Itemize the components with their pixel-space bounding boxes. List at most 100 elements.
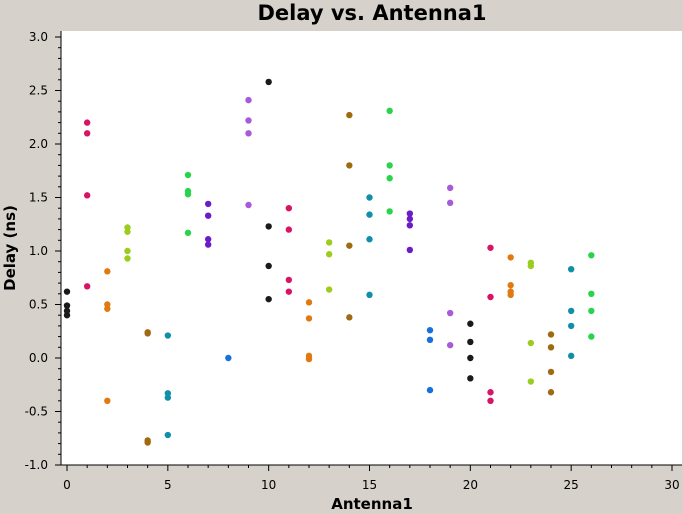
data-point xyxy=(325,239,333,246)
data-point xyxy=(265,78,272,86)
data-point xyxy=(446,341,454,349)
data-point xyxy=(446,199,454,207)
data-point xyxy=(487,244,494,251)
data-point xyxy=(204,241,212,248)
data-point xyxy=(63,312,71,319)
y-tick-label: 3.0 xyxy=(29,30,48,44)
data-point xyxy=(406,215,414,223)
data-point xyxy=(406,210,414,217)
data-point xyxy=(63,302,71,309)
data-point xyxy=(567,265,575,273)
data-point xyxy=(467,354,474,362)
y-tick-label: 1.5 xyxy=(29,191,48,205)
data-point xyxy=(467,338,474,346)
data-point xyxy=(467,375,474,382)
data-point xyxy=(446,309,454,317)
data-point xyxy=(588,307,595,315)
data-point xyxy=(265,262,272,270)
data-point xyxy=(225,354,232,362)
data-point xyxy=(386,208,393,215)
data-point xyxy=(426,326,434,334)
data-point xyxy=(567,322,575,330)
data-point xyxy=(487,389,494,396)
data-point xyxy=(446,184,454,192)
data-point xyxy=(184,229,192,237)
data-point xyxy=(124,255,131,262)
y-tick-label: -1.0 xyxy=(25,458,48,472)
data-point xyxy=(104,397,111,404)
data-point xyxy=(204,212,212,219)
data-point xyxy=(507,282,514,289)
data-point xyxy=(507,291,514,299)
data-point xyxy=(164,394,172,401)
x-tick-label: 30 xyxy=(664,478,679,492)
data-point xyxy=(567,307,575,315)
data-point xyxy=(386,162,393,169)
data-point xyxy=(426,336,434,344)
data-point xyxy=(366,194,373,201)
y-tick-label: 0.0 xyxy=(29,351,48,365)
data-point xyxy=(83,130,91,137)
data-point xyxy=(204,200,212,208)
data-point xyxy=(426,386,434,394)
plot-area xyxy=(61,31,682,465)
data-point xyxy=(285,226,293,233)
axes: 0 5 10 15 20 25 30 -1.0 -0.5 0.0 0.5 1.0 1.5 2.0 2.5 3.… xyxy=(25,30,682,492)
data-point xyxy=(204,236,212,243)
data-point xyxy=(547,344,555,351)
data-point xyxy=(366,211,373,218)
data-point xyxy=(305,355,313,363)
data-point xyxy=(346,242,353,249)
data-point xyxy=(467,320,474,327)
data-point xyxy=(406,222,414,229)
data-point xyxy=(507,254,514,261)
data-point xyxy=(184,191,192,198)
data-point xyxy=(588,333,595,340)
data-point xyxy=(285,288,293,295)
data-point xyxy=(83,283,91,290)
data-point xyxy=(547,389,555,396)
data-point xyxy=(104,268,111,275)
data-point xyxy=(144,439,151,446)
data-point xyxy=(245,96,252,104)
data-point xyxy=(265,295,272,303)
y-tick-label: -0.5 xyxy=(25,405,48,419)
data-point xyxy=(144,330,151,337)
x-axis-label: Antenna1 xyxy=(331,495,413,513)
chart-title: Delay vs. Antenna1 xyxy=(257,1,486,25)
y-tick-label: 0.5 xyxy=(29,298,48,312)
x-tick-label: 15 xyxy=(362,478,377,492)
x-tick-label: 25 xyxy=(564,478,579,492)
data-point xyxy=(285,276,293,284)
data-point xyxy=(124,228,131,235)
data-point xyxy=(527,339,535,347)
x-tick-label: 0 xyxy=(63,478,71,492)
data-point xyxy=(285,205,293,212)
y-tick-label: 2.5 xyxy=(29,84,48,98)
data-point xyxy=(305,299,313,306)
data-point xyxy=(487,293,494,301)
data-point xyxy=(346,162,353,169)
data-point xyxy=(83,119,91,126)
data-point xyxy=(305,315,313,322)
data-point xyxy=(63,288,71,295)
y-tick-label: 1.0 xyxy=(29,244,48,258)
data-points xyxy=(63,78,595,446)
x-tick-label: 20 xyxy=(463,478,478,492)
data-point xyxy=(245,117,252,124)
data-point xyxy=(124,247,131,255)
data-point xyxy=(527,262,535,270)
data-point xyxy=(245,201,252,209)
x-tick-label: 5 xyxy=(164,478,172,492)
data-point xyxy=(83,192,91,199)
data-point xyxy=(164,332,172,339)
data-point xyxy=(547,331,555,338)
data-point xyxy=(104,305,111,312)
data-point xyxy=(325,251,333,258)
data-point xyxy=(346,111,353,119)
data-point xyxy=(406,246,414,254)
data-point xyxy=(164,431,172,439)
data-point xyxy=(588,290,595,297)
